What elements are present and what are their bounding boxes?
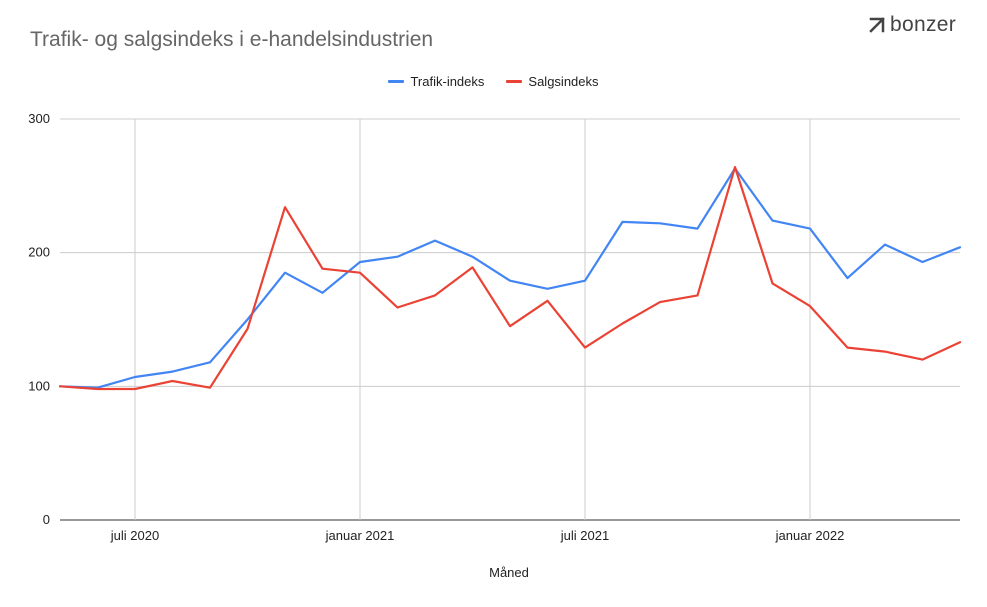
brand-logo: bonzer: [868, 12, 956, 38]
series-line-sales[interactable]: [58, 166, 962, 391]
x-tick-label: januar 2021: [325, 528, 395, 543]
legend-label-sales: Salgsindeks: [528, 74, 599, 89]
chart-title: Trafik- og salgsindeks i e-handelsindust…: [30, 28, 434, 51]
x-tick-label: juli 2020: [110, 528, 159, 543]
legend-item-sales[interactable]: Salgsindeks: [506, 74, 599, 89]
y-tick-label: 0: [43, 512, 50, 527]
legend-label-traffic: Trafik-indeks: [410, 74, 485, 89]
x-tick-label: juli 2021: [560, 528, 609, 543]
x-axis-title: Måned: [489, 565, 529, 580]
y-tick-label: 300: [28, 111, 50, 126]
grid-layer: [60, 118, 960, 521]
x-tick-label: januar 2022: [775, 528, 845, 543]
bonzer-arrow-icon: [869, 17, 885, 33]
logo-text: bonzer: [890, 13, 957, 36]
chart-legend: Trafik-indeks Salgsindeks: [0, 74, 987, 89]
legend-swatch-sales: [506, 80, 523, 83]
y-tick-label: 100: [28, 378, 50, 393]
tick-layer: 0 100 200 300 juli 2020 januar 2021 juli 2021 j…: [28, 111, 844, 543]
legend-item-traffic[interactable]: Trafik-indeks: [388, 74, 484, 89]
y-tick-label: 200: [28, 245, 50, 260]
series-line-traffic[interactable]: [58, 167, 962, 389]
legend-swatch-traffic: [388, 80, 405, 83]
series-layer: [58, 166, 962, 391]
